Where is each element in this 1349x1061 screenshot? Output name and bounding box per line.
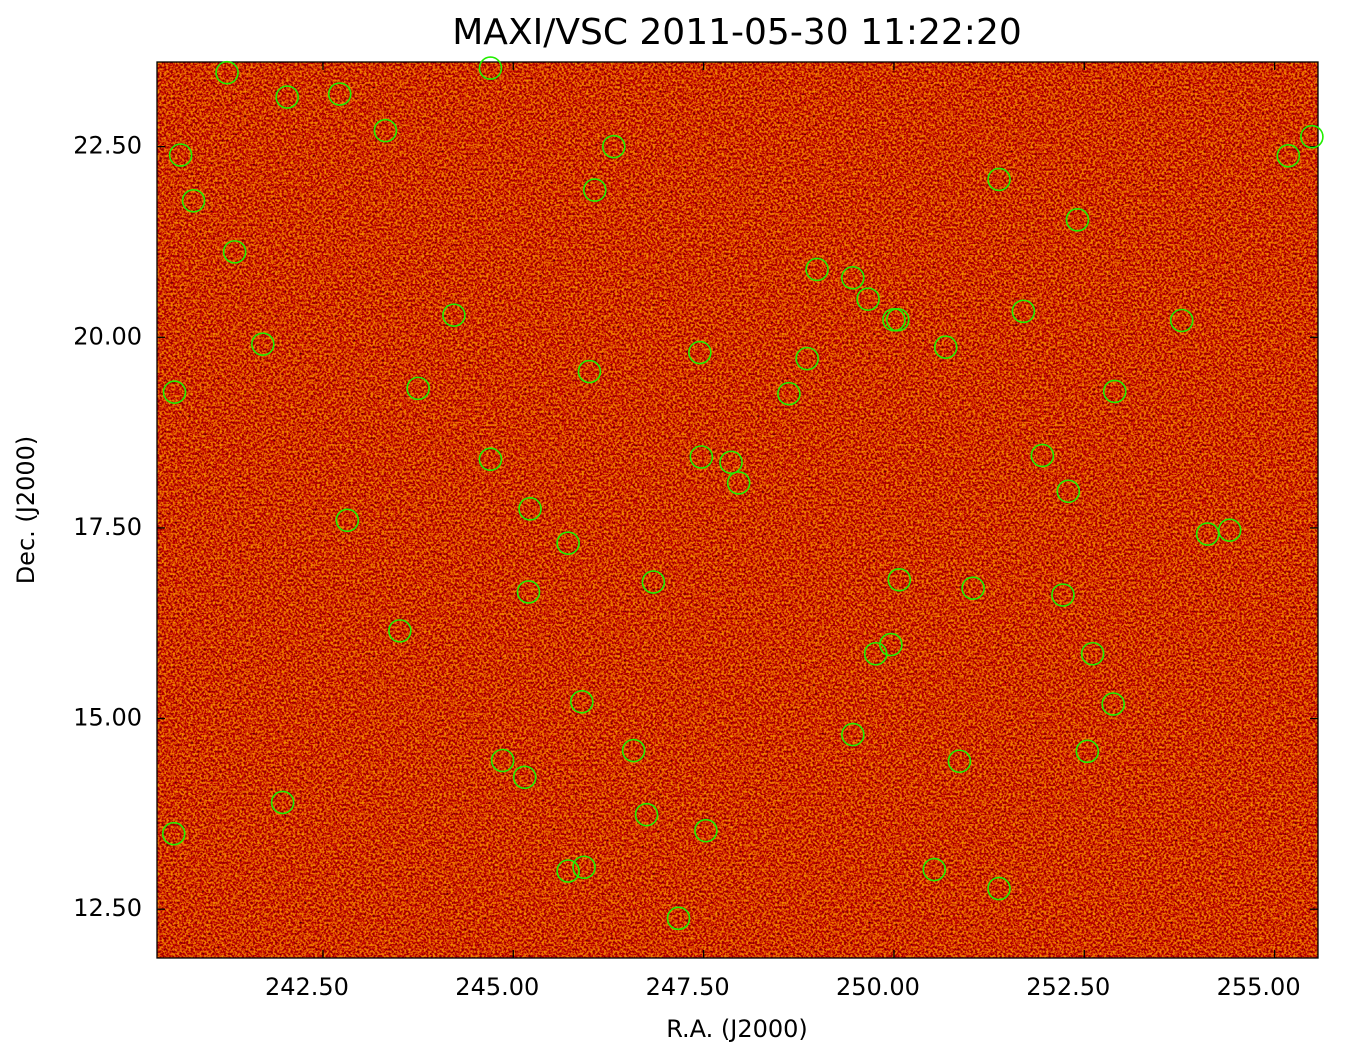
source-circle bbox=[162, 380, 187, 404]
x-tick-label: 245.00 bbox=[455, 973, 539, 1001]
y-tick-label: 20.00 bbox=[73, 322, 142, 350]
x-axis-label: R.A. (J2000) bbox=[666, 1015, 808, 1043]
source-circle bbox=[841, 266, 865, 290]
source-circle bbox=[251, 332, 275, 356]
source-circle bbox=[863, 641, 888, 666]
source-circle bbox=[694, 818, 718, 843]
source-circle bbox=[987, 167, 1011, 192]
x-tick-label: 247.50 bbox=[646, 973, 730, 1001]
source-circle bbox=[987, 876, 1011, 901]
x-tick-label: 255.00 bbox=[1217, 973, 1301, 1001]
source-circle bbox=[1276, 143, 1301, 168]
source-circle bbox=[373, 118, 398, 143]
source-circle bbox=[1300, 124, 1324, 149]
y-tick-label: 22.50 bbox=[73, 132, 142, 160]
source-circle bbox=[478, 447, 503, 472]
source-circle bbox=[442, 303, 466, 327]
source-circle bbox=[777, 381, 801, 406]
source-circle bbox=[512, 765, 537, 790]
source-circle bbox=[601, 134, 626, 159]
source-circle bbox=[556, 859, 580, 883]
source-circle bbox=[388, 619, 412, 643]
y-tick-label: 15.00 bbox=[73, 704, 142, 732]
source-circle bbox=[1051, 583, 1075, 607]
source-circle bbox=[1075, 739, 1100, 764]
source-circle bbox=[841, 722, 865, 747]
source-circle bbox=[215, 60, 239, 85]
source-circle bbox=[556, 531, 580, 555]
source-circle bbox=[887, 567, 912, 592]
source-circle bbox=[1011, 299, 1036, 324]
source-circle bbox=[168, 143, 193, 167]
source-circle bbox=[795, 346, 819, 371]
source-circle bbox=[222, 240, 247, 264]
source-circle bbox=[726, 471, 751, 495]
image-noise bbox=[157, 62, 1318, 958]
source-circle bbox=[805, 257, 829, 282]
x-tick-label: 250.00 bbox=[836, 973, 920, 1001]
source-circle bbox=[570, 689, 594, 714]
source-circle bbox=[1056, 479, 1081, 504]
source-circle bbox=[885, 307, 910, 332]
source-circle bbox=[621, 738, 646, 763]
source-circle bbox=[933, 335, 958, 359]
chart-title: MAXI/VSC 2011-05-30 11:22:20 bbox=[452, 12, 1022, 53]
source-circle bbox=[1169, 308, 1194, 333]
source-circle bbox=[582, 178, 607, 202]
plot-frame bbox=[156, 61, 1319, 959]
source-circle bbox=[577, 359, 602, 384]
y-tick-label: 17.50 bbox=[73, 513, 142, 541]
source-circle bbox=[181, 188, 206, 213]
source-circle bbox=[270, 790, 295, 815]
source-circle bbox=[1030, 443, 1055, 468]
source-circle bbox=[1102, 379, 1127, 404]
source-circle bbox=[666, 906, 691, 931]
source-circle bbox=[516, 580, 541, 604]
source-circle bbox=[335, 508, 360, 533]
source-circle bbox=[688, 340, 712, 365]
source-circle bbox=[161, 821, 186, 846]
source-circle bbox=[406, 376, 430, 401]
source-circle bbox=[719, 450, 743, 475]
x-tick-label: 252.50 bbox=[1026, 973, 1110, 1001]
source-circle bbox=[490, 748, 515, 773]
source-circle bbox=[572, 855, 596, 880]
y-axis-label: Dec. (J2000) bbox=[12, 436, 40, 585]
source-circle bbox=[1101, 692, 1126, 716]
y-tick-label: 12.50 bbox=[73, 894, 142, 922]
source-circle bbox=[961, 576, 985, 600]
source-circle bbox=[1217, 518, 1242, 543]
source-circle bbox=[478, 56, 503, 80]
source-circle bbox=[689, 445, 714, 469]
source-circle bbox=[518, 497, 542, 521]
x-tick-label: 242.50 bbox=[265, 973, 349, 1001]
source-circle bbox=[856, 287, 880, 311]
source-circle bbox=[1080, 641, 1105, 666]
source-circle bbox=[947, 749, 972, 774]
source-circle bbox=[1065, 208, 1090, 232]
source-circle bbox=[275, 85, 299, 109]
source-circle bbox=[634, 802, 659, 827]
source-circle bbox=[641, 570, 666, 594]
source-circle bbox=[327, 82, 352, 106]
source-circle bbox=[922, 857, 947, 882]
source-circle bbox=[879, 632, 903, 657]
